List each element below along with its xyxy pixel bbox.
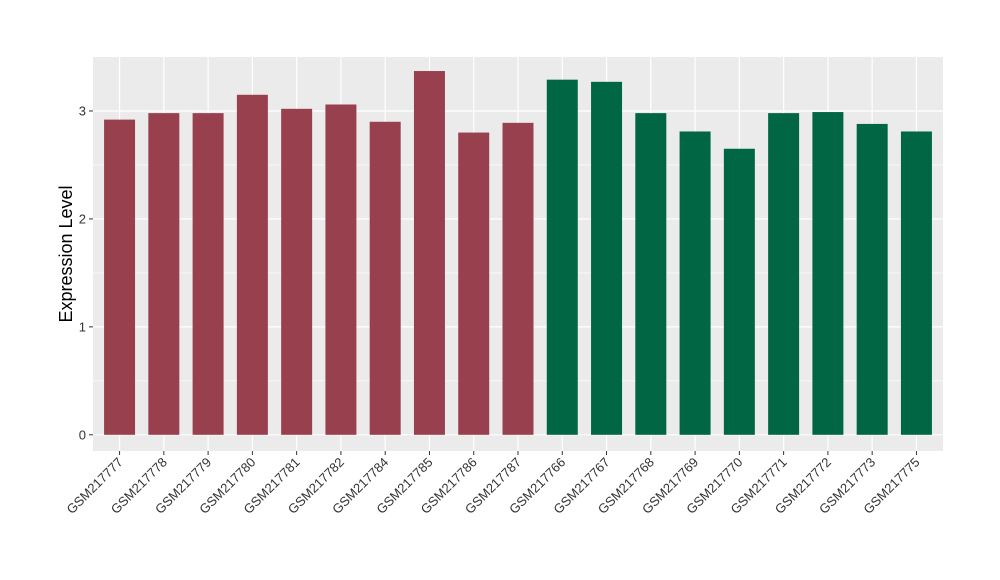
bar-GSM217780 [236,94,268,435]
bar-GSM217778 [148,113,180,435]
bar-GSM217767 [591,81,623,435]
bar-GSM217766 [546,79,578,435]
bar-GSM217768 [635,113,667,435]
x-axis-ticks: GSM217777GSM217778GSM217779GSM217780GSM2… [63,451,923,517]
bar-GSM217770 [723,148,755,435]
bar-GSM217784 [369,121,401,435]
bar-GSM217785 [413,71,445,435]
bar-GSM217771 [768,113,800,435]
y-tick-label: 0 [79,427,86,442]
y-tick-label: 3 [79,103,86,118]
bar-GSM217787 [502,122,534,435]
bar-GSM217782 [325,104,357,435]
bar-GSM217777 [104,119,136,435]
y-tick-label: 1 [79,319,86,334]
bar-GSM217775 [900,131,932,435]
bar-GSM217773 [856,123,888,435]
y-axis-ticks: 0 1 2 3 [79,103,93,442]
bar-GSM217769 [679,131,711,435]
bar-GSM217781 [281,108,313,435]
bars [104,71,932,435]
y-tick-label: 2 [79,211,86,226]
y-axis-title: Expression Level [56,185,76,322]
bar-GSM217779 [192,113,224,435]
bar-GSM217786 [458,132,490,435]
bar-GSM217772 [812,112,844,435]
